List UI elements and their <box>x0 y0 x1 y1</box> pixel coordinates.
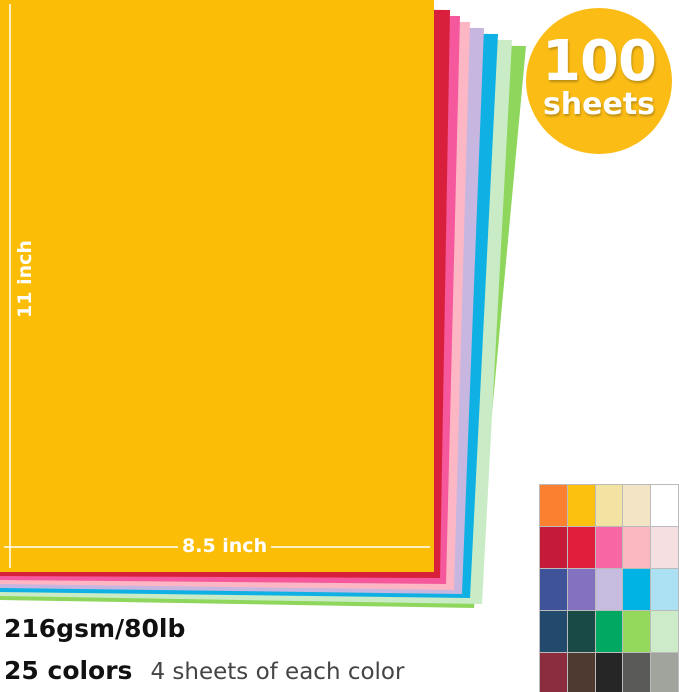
color-swatch <box>595 569 623 610</box>
color-swatch <box>623 611 651 652</box>
color-swatch <box>651 527 678 568</box>
color-swatch <box>651 569 678 610</box>
color-swatch <box>623 653 651 692</box>
color-swatch <box>567 611 595 652</box>
paper-weight: 216gsm/80lb <box>4 614 186 643</box>
color-swatch <box>651 485 678 526</box>
color-swatch <box>567 527 595 568</box>
color-swatch <box>540 611 567 652</box>
color-swatch <box>595 653 623 692</box>
color-swatch <box>540 485 567 526</box>
sheet-count: 100 <box>542 29 657 94</box>
color-swatch <box>567 569 595 610</box>
sheet-count-badge: 100 sheets <box>526 8 672 154</box>
sheet-count-unit: sheets <box>542 87 656 122</box>
color-swatch <box>595 485 623 526</box>
color-swatch <box>595 527 623 568</box>
color-swatch <box>651 653 678 692</box>
color-swatch <box>623 485 651 526</box>
color-swatch <box>651 611 678 652</box>
color-swatch-grid <box>539 484 679 692</box>
color-swatch <box>540 653 567 692</box>
color-swatch <box>595 611 623 652</box>
color-swatch <box>623 527 651 568</box>
color-count-line: 25 colors 4 sheets of each color <box>4 656 404 685</box>
color-swatch <box>567 653 595 692</box>
sheet-yellow <box>0 0 434 572</box>
color-swatch <box>567 485 595 526</box>
color-count: 25 colors <box>4 656 133 685</box>
width-label: 8.5 inch <box>178 535 272 557</box>
color-swatch <box>540 569 567 610</box>
color-swatch <box>540 527 567 568</box>
sheets-per-color: 4 sheets of each color <box>150 659 405 685</box>
height-label: 11 inch <box>13 240 36 318</box>
color-swatch <box>623 569 651 610</box>
